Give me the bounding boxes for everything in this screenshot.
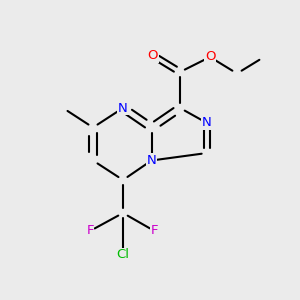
Text: N: N	[118, 101, 128, 115]
Text: O: O	[205, 50, 215, 64]
Text: F: F	[86, 224, 94, 238]
Text: N: N	[202, 116, 212, 130]
Text: O: O	[148, 49, 158, 62]
Text: N: N	[147, 154, 156, 167]
Text: F: F	[151, 224, 158, 238]
Text: Cl: Cl	[116, 248, 130, 262]
